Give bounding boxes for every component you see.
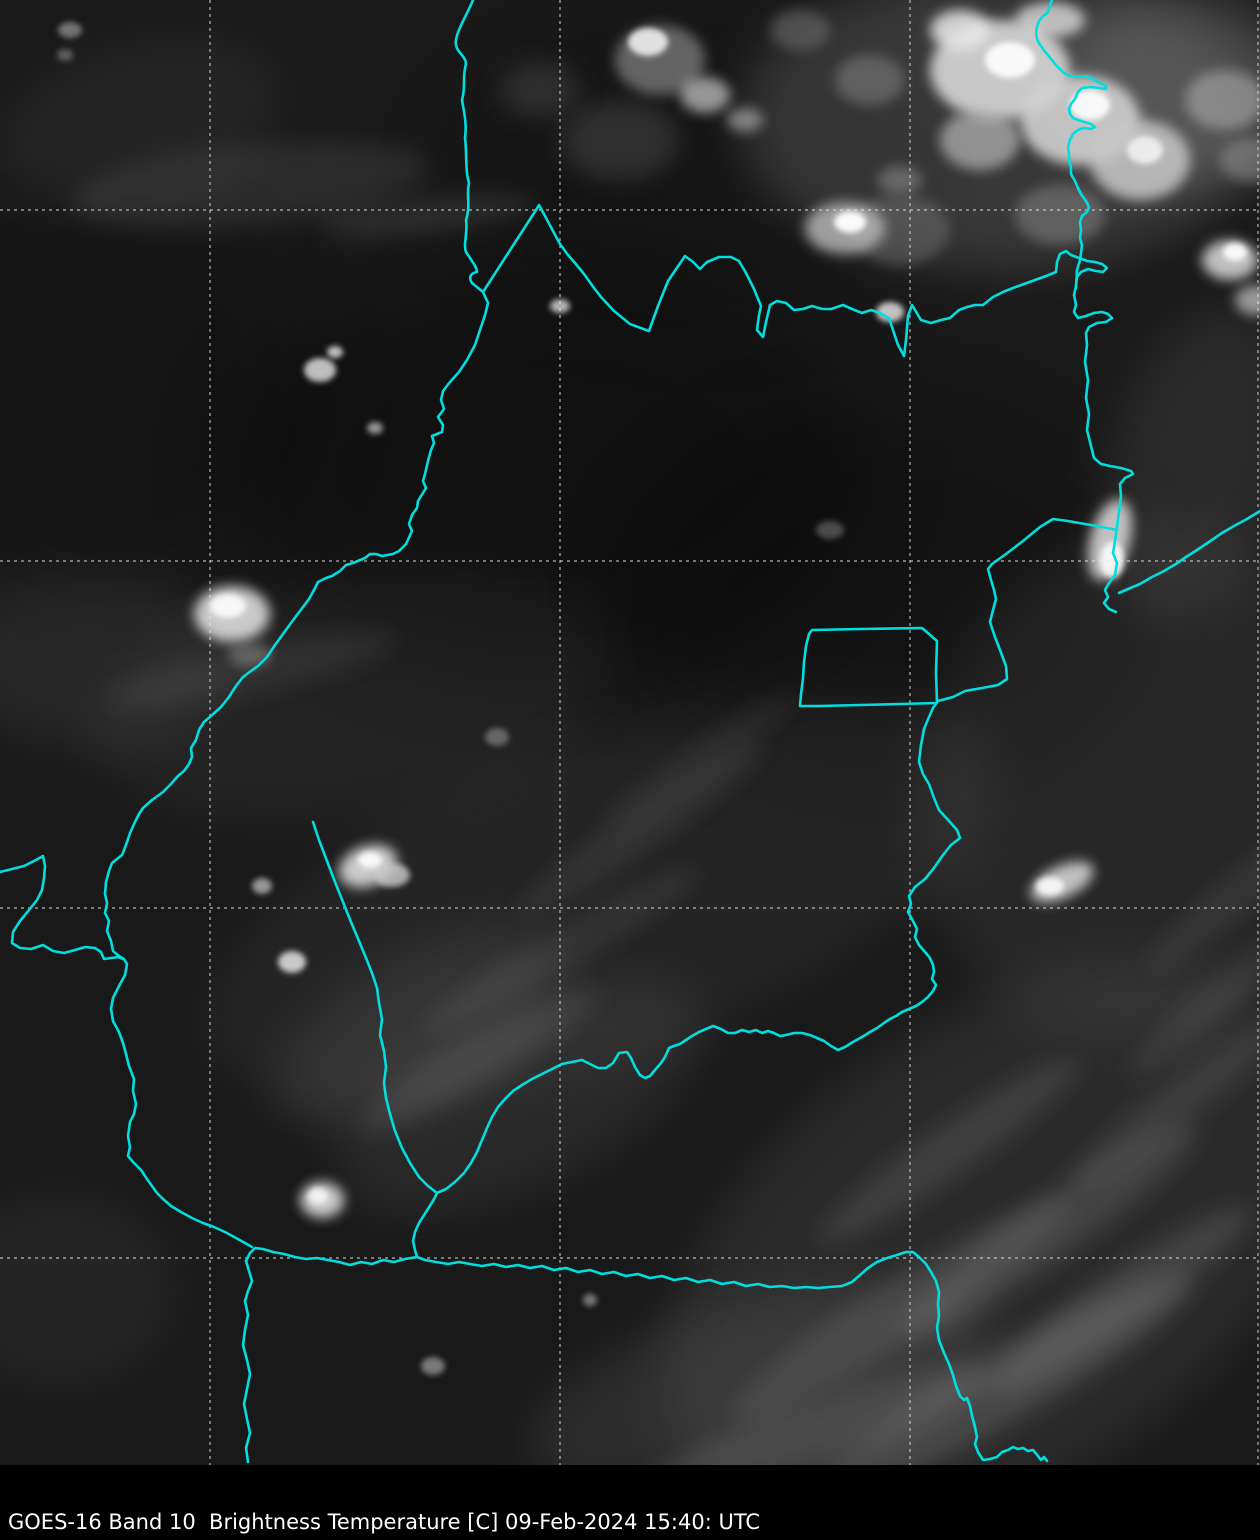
border-south-west-tail [241, 1246, 419, 1464]
satellite-image-area [0, 0, 1260, 1465]
goes16-scene [0, 0, 1260, 1465]
latlon-grid [0, 0, 1260, 1465]
border-east-and-south [411, 517, 1119, 1463]
map-boundary-overlay [0, 0, 1260, 1464]
cloud-texture-layer [0, 0, 1260, 1465]
border-north-east-west [481, 203, 1135, 614]
border-west [103, 290, 490, 1249]
border-diagonal-southwest [311, 820, 439, 1195]
enclave-box-border [798, 626, 939, 708]
border-east-exit [1117, 509, 1260, 595]
caption-text: GOES-16 Band 10 Brightness Temperature [… [8, 1510, 761, 1534]
border-river-north [454, 0, 485, 294]
border-lake-hook [0, 854, 125, 961]
caption-bar: GOES-16 Band 10 Brightness Temperature [… [0, 1465, 1260, 1540]
border-river-northeast [1034, 0, 1108, 290]
